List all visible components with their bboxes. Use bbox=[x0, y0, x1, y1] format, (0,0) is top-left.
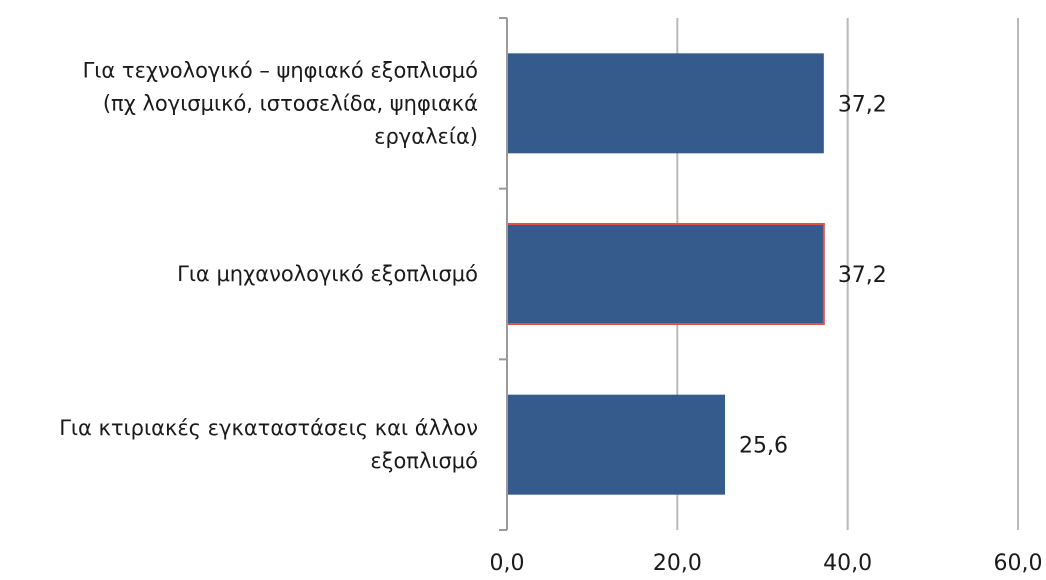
category-labels: Για τεχνολογικό – ψηφιακό εξοπλισμό (πχ λ… bbox=[59, 58, 478, 473]
data-label: 25,6 bbox=[739, 434, 788, 459]
category-label-line: Για τεχνολογικό – ψηφιακό εξοπλισμό bbox=[83, 58, 478, 82]
x-tick-label: 20,0 bbox=[653, 551, 702, 576]
data-label: 37,2 bbox=[838, 263, 887, 288]
category-label-line: (πχ λογισμικό, ιστοσελίδα, ψηφιακά bbox=[103, 91, 478, 115]
x-tick-labels: 0,0 20,0 40,0 60,0 bbox=[490, 551, 1043, 576]
data-label: 37,2 bbox=[838, 92, 887, 117]
category-axis bbox=[499, 17, 508, 531]
category-label: Για μηχανολογικό εξοπλισμό bbox=[177, 262, 478, 286]
bars bbox=[506, 53, 825, 495]
category-label: Για κτιριακές εγκαταστάσεις και άλλον εξο… bbox=[59, 416, 478, 473]
category-label-line: εργαλεία) bbox=[374, 124, 478, 148]
bar bbox=[506, 223, 825, 325]
x-tick-label: 60,0 bbox=[994, 551, 1043, 576]
x-tick-label: 40,0 bbox=[823, 551, 872, 576]
category-label-line: Για μηχανολογικό εξοπλισμό bbox=[177, 262, 478, 286]
bar bbox=[507, 53, 824, 154]
bar bbox=[507, 394, 726, 495]
x-tick-label: 0,0 bbox=[490, 551, 525, 576]
category-label-line: Για κτιριακές εγκαταστάσεις και άλλον bbox=[59, 416, 478, 440]
category-label: Για τεχνολογικό – ψηφιακό εξοπλισμό (πχ λ… bbox=[83, 58, 478, 148]
category-label-line: εξοπλισμό bbox=[370, 449, 478, 473]
data-labels: 37,2 37,2 25,6 bbox=[739, 92, 887, 458]
